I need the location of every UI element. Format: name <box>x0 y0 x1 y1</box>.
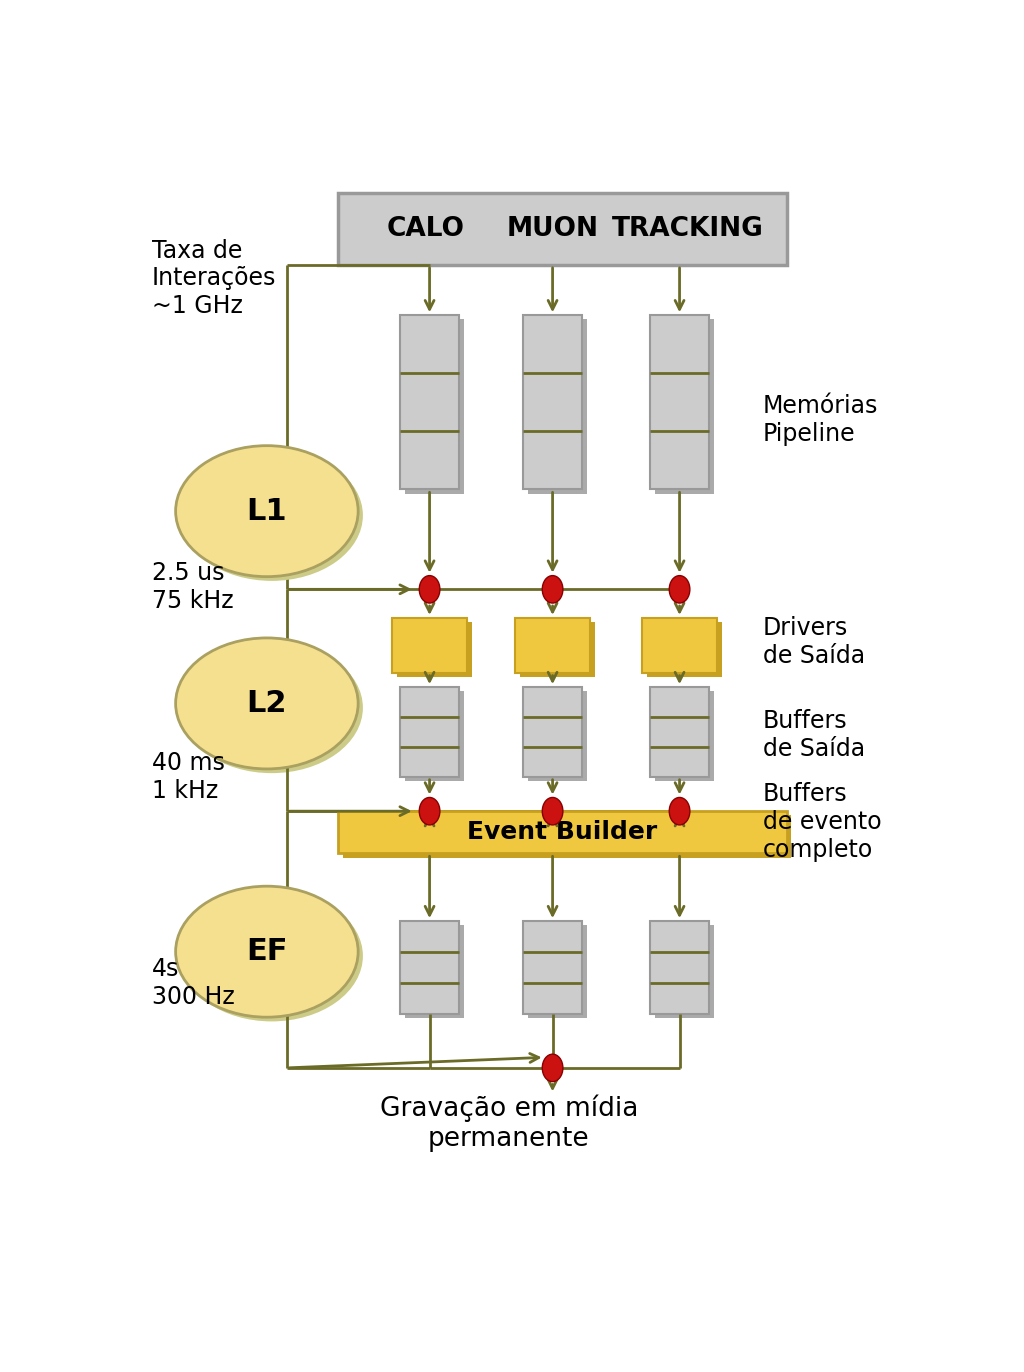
Text: 4s
300 Hz: 4s 300 Hz <box>152 958 234 1010</box>
Text: Memórias
Pipeline: Memórias Pipeline <box>763 394 879 446</box>
Bar <box>654 320 714 494</box>
Bar <box>404 925 464 1018</box>
Circle shape <box>543 1054 563 1081</box>
Text: MUON: MUON <box>507 215 599 241</box>
Bar <box>515 617 590 672</box>
Bar <box>650 316 710 490</box>
Text: L2: L2 <box>247 689 287 718</box>
Bar <box>519 622 595 676</box>
Bar <box>399 687 460 777</box>
Ellipse shape <box>176 886 358 1017</box>
Text: Buffers
de Saída: Buffers de Saída <box>763 709 865 761</box>
Bar <box>523 687 583 777</box>
Circle shape <box>543 576 563 604</box>
Bar <box>654 925 714 1018</box>
Ellipse shape <box>180 450 362 580</box>
Circle shape <box>543 797 563 825</box>
Bar <box>338 193 786 265</box>
Bar <box>642 617 717 672</box>
Ellipse shape <box>176 638 358 768</box>
Circle shape <box>419 797 440 825</box>
Text: CALO: CALO <box>387 215 465 241</box>
Text: Drivers
de Saída: Drivers de Saída <box>763 616 865 668</box>
Bar <box>343 815 792 858</box>
Text: TRACKING: TRACKING <box>611 215 764 241</box>
Bar <box>527 691 587 781</box>
Bar <box>527 320 587 494</box>
Text: 40 ms
1 kHz: 40 ms 1 kHz <box>152 752 224 803</box>
Bar <box>392 617 467 672</box>
Bar <box>523 921 583 1014</box>
Bar <box>396 622 472 676</box>
Bar <box>399 921 460 1014</box>
Bar <box>646 622 722 676</box>
Ellipse shape <box>176 446 358 576</box>
Bar <box>338 811 786 853</box>
Bar <box>527 925 587 1018</box>
Circle shape <box>419 576 440 604</box>
Text: Taxa de
Interações
~1 GHz: Taxa de Interações ~1 GHz <box>152 239 276 318</box>
Bar <box>404 691 464 781</box>
Ellipse shape <box>180 890 362 1021</box>
Bar <box>650 687 710 777</box>
Bar <box>650 921 710 1014</box>
Circle shape <box>670 797 690 825</box>
Bar <box>523 316 583 490</box>
Ellipse shape <box>180 642 362 774</box>
Text: Event Builder: Event Builder <box>467 820 657 844</box>
Bar <box>654 691 714 781</box>
Text: 2.5 us
75 kHz: 2.5 us 75 kHz <box>152 561 233 613</box>
Circle shape <box>670 576 690 604</box>
Bar <box>404 320 464 494</box>
Text: Buffers
de evento
completo: Buffers de evento completo <box>763 782 882 862</box>
Text: EF: EF <box>246 937 288 966</box>
Text: Gravação em mídia
permanente: Gravação em mídia permanente <box>380 1095 638 1152</box>
Text: L1: L1 <box>247 497 287 525</box>
Bar <box>399 316 460 490</box>
